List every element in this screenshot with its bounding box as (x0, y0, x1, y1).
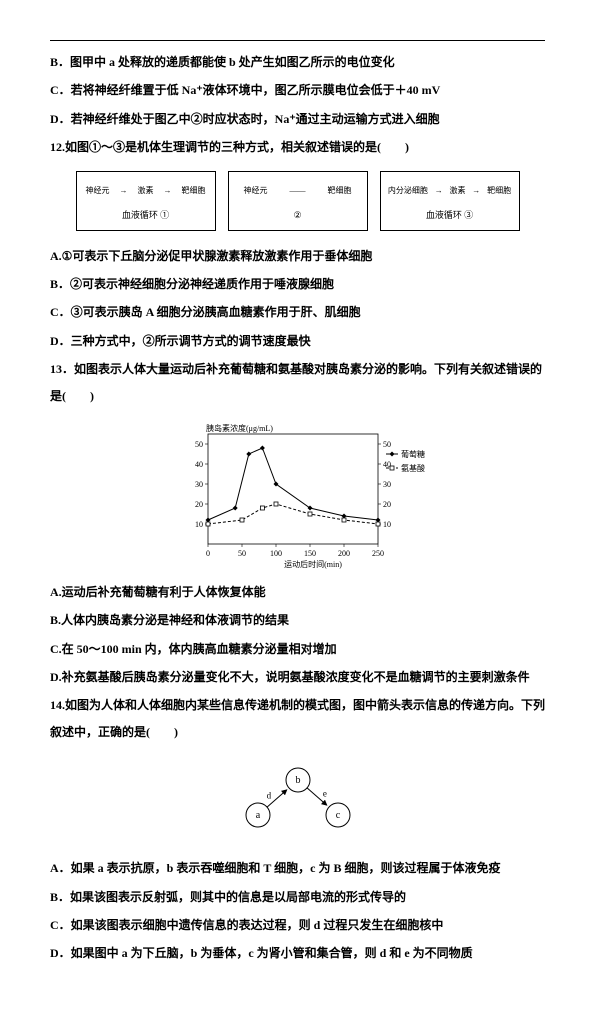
svg-text:200: 200 (338, 549, 350, 558)
q12-option-a: A.①可表示下丘脑分泌促甲状腺激素释放激素作用于垂体细胞 (50, 243, 545, 269)
q12-option-b: B．②可表示神经细胞分泌神经递质作用于唾液腺细胞 (50, 271, 545, 297)
diagram-box-1: 神经元 → 激素 → 靶细胞 血液循环 ① (76, 171, 216, 231)
svg-text:葡萄糖: 葡萄糖 (401, 449, 425, 459)
svg-text:100: 100 (270, 549, 282, 558)
svg-text:a: a (255, 810, 260, 821)
diagram-box-2: 神经元 —— 靶细胞 ② (228, 171, 368, 231)
document-page: B．图甲中 a 处释放的递质都能使 b 处产生如图乙所示的电位变化 C．若将神经… (0, 0, 595, 1009)
svg-text:b: b (295, 775, 300, 786)
diagram-box-3: 内分泌细胞 → 激素 → 靶细胞 血液循环 ③ (380, 171, 520, 231)
svg-text:d: d (266, 791, 271, 801)
svg-text:10: 10 (195, 520, 203, 529)
q14-option-d: D．如果图中 a 为下丘脑，b 为垂体，c 为肾小管和集合管，则 d 和 e 为… (50, 940, 545, 966)
svg-text:运动后时间(min): 运动后时间(min) (284, 559, 342, 569)
svg-text:50: 50 (238, 549, 246, 558)
svg-text:10: 10 (383, 520, 391, 529)
box3-right: 靶细胞 (487, 182, 511, 200)
q13-option-c: C.在 50～100 min 内，体内胰高血糖素分泌量相对增加 (50, 636, 545, 662)
svg-text:30: 30 (383, 480, 391, 489)
svg-text:20: 20 (383, 500, 391, 509)
question-12: 12.如图①～③是机体生理调节的三种方式，相关叙述错误的是( ) (50, 134, 545, 160)
box1-left: 神经元 (86, 182, 110, 200)
box2-right: 靶细胞 (328, 182, 352, 200)
svg-text:50: 50 (383, 440, 391, 449)
q14-option-c: C．如果该图表示细胞中遗传信息的表达过程，则 d 过程只发生在细胞核中 (50, 912, 545, 938)
svg-text:胰岛素浓度(μg/mL): 胰岛素浓度(μg/mL) (206, 423, 273, 433)
box1-mid: 激素 (138, 182, 154, 200)
q12-option-d: D．三种方式中，②所示调节方式的调节速度最快 (50, 328, 545, 354)
svg-text:250: 250 (372, 549, 384, 558)
svg-text:50: 50 (195, 440, 203, 449)
top-divider (50, 40, 545, 41)
svg-text:0: 0 (206, 549, 210, 558)
svg-text:150: 150 (304, 549, 316, 558)
box1-right: 靶细胞 (182, 182, 206, 200)
question-14: 14.如图为人体和人体细胞内某些信息传递机制的模式图，图中箭头表示信息的传递方向… (50, 692, 545, 745)
option-c: C．若将神经纤维置于低 Na⁺液体环境中，图乙所示膜电位会低于＋40 mV (50, 77, 545, 103)
svg-text:30: 30 (195, 480, 203, 489)
svg-text:氨基酸: 氨基酸 (401, 463, 425, 473)
q14-option-b: B．如果该图表示反射弧，则其中的信息是以局部电流的形式传导的 (50, 884, 545, 910)
info-flow-diagram: d e a b c (218, 755, 378, 845)
box3-mid: 激素 (449, 182, 465, 200)
insulin-chart: 10203040501020304050050100150200250胰岛素浓度… (168, 419, 428, 569)
svg-text:e: e (322, 789, 326, 799)
svg-text:40: 40 (195, 460, 203, 469)
box3-left: 内分泌细胞 (388, 182, 428, 200)
question-13: 13．如图表示人体大量运动后补充葡萄糖和氨基酸对胰岛素分泌的影响。下列有关叙述错… (50, 356, 545, 409)
svg-text:c: c (335, 810, 340, 821)
q13-option-d: D.补充氨基酸后胰岛素分泌量变化不大，说明氨基酸浓度变化不是血糖调节的主要刺激条… (50, 664, 545, 690)
q14-option-a: A．如果 a 表示抗原，b 表示吞噬细胞和 T 细胞，c 为 B 细胞，则该过程… (50, 855, 545, 881)
q13-option-b: B.人体内胰岛素分泌是神经和体液调节的结果 (50, 607, 545, 633)
q13-option-a: A.运动后补充葡萄糖有利于人体恢复体能 (50, 579, 545, 605)
option-b: B．图甲中 a 处释放的递质都能使 b 处产生如图乙所示的电位变化 (50, 49, 545, 75)
chart-q13: 10203040501020304050050100150200250胰岛素浓度… (50, 419, 545, 569)
box2-left: 神经元 (244, 182, 268, 200)
svg-text:20: 20 (195, 500, 203, 509)
diagram-q14: d e a b c (50, 755, 545, 845)
option-d: D．若神经纤维处于图乙中②时应状态时，Na⁺通过主动运输方式进入细胞 (50, 106, 545, 132)
diagram-12: 神经元 → 激素 → 靶细胞 血液循环 ① 神经元 —— 靶细胞 ② 内分泌细胞… (50, 171, 545, 231)
q12-option-c: C．③可表示胰岛 A 细胞分泌胰高血糖素作用于肝、肌细胞 (50, 299, 545, 325)
